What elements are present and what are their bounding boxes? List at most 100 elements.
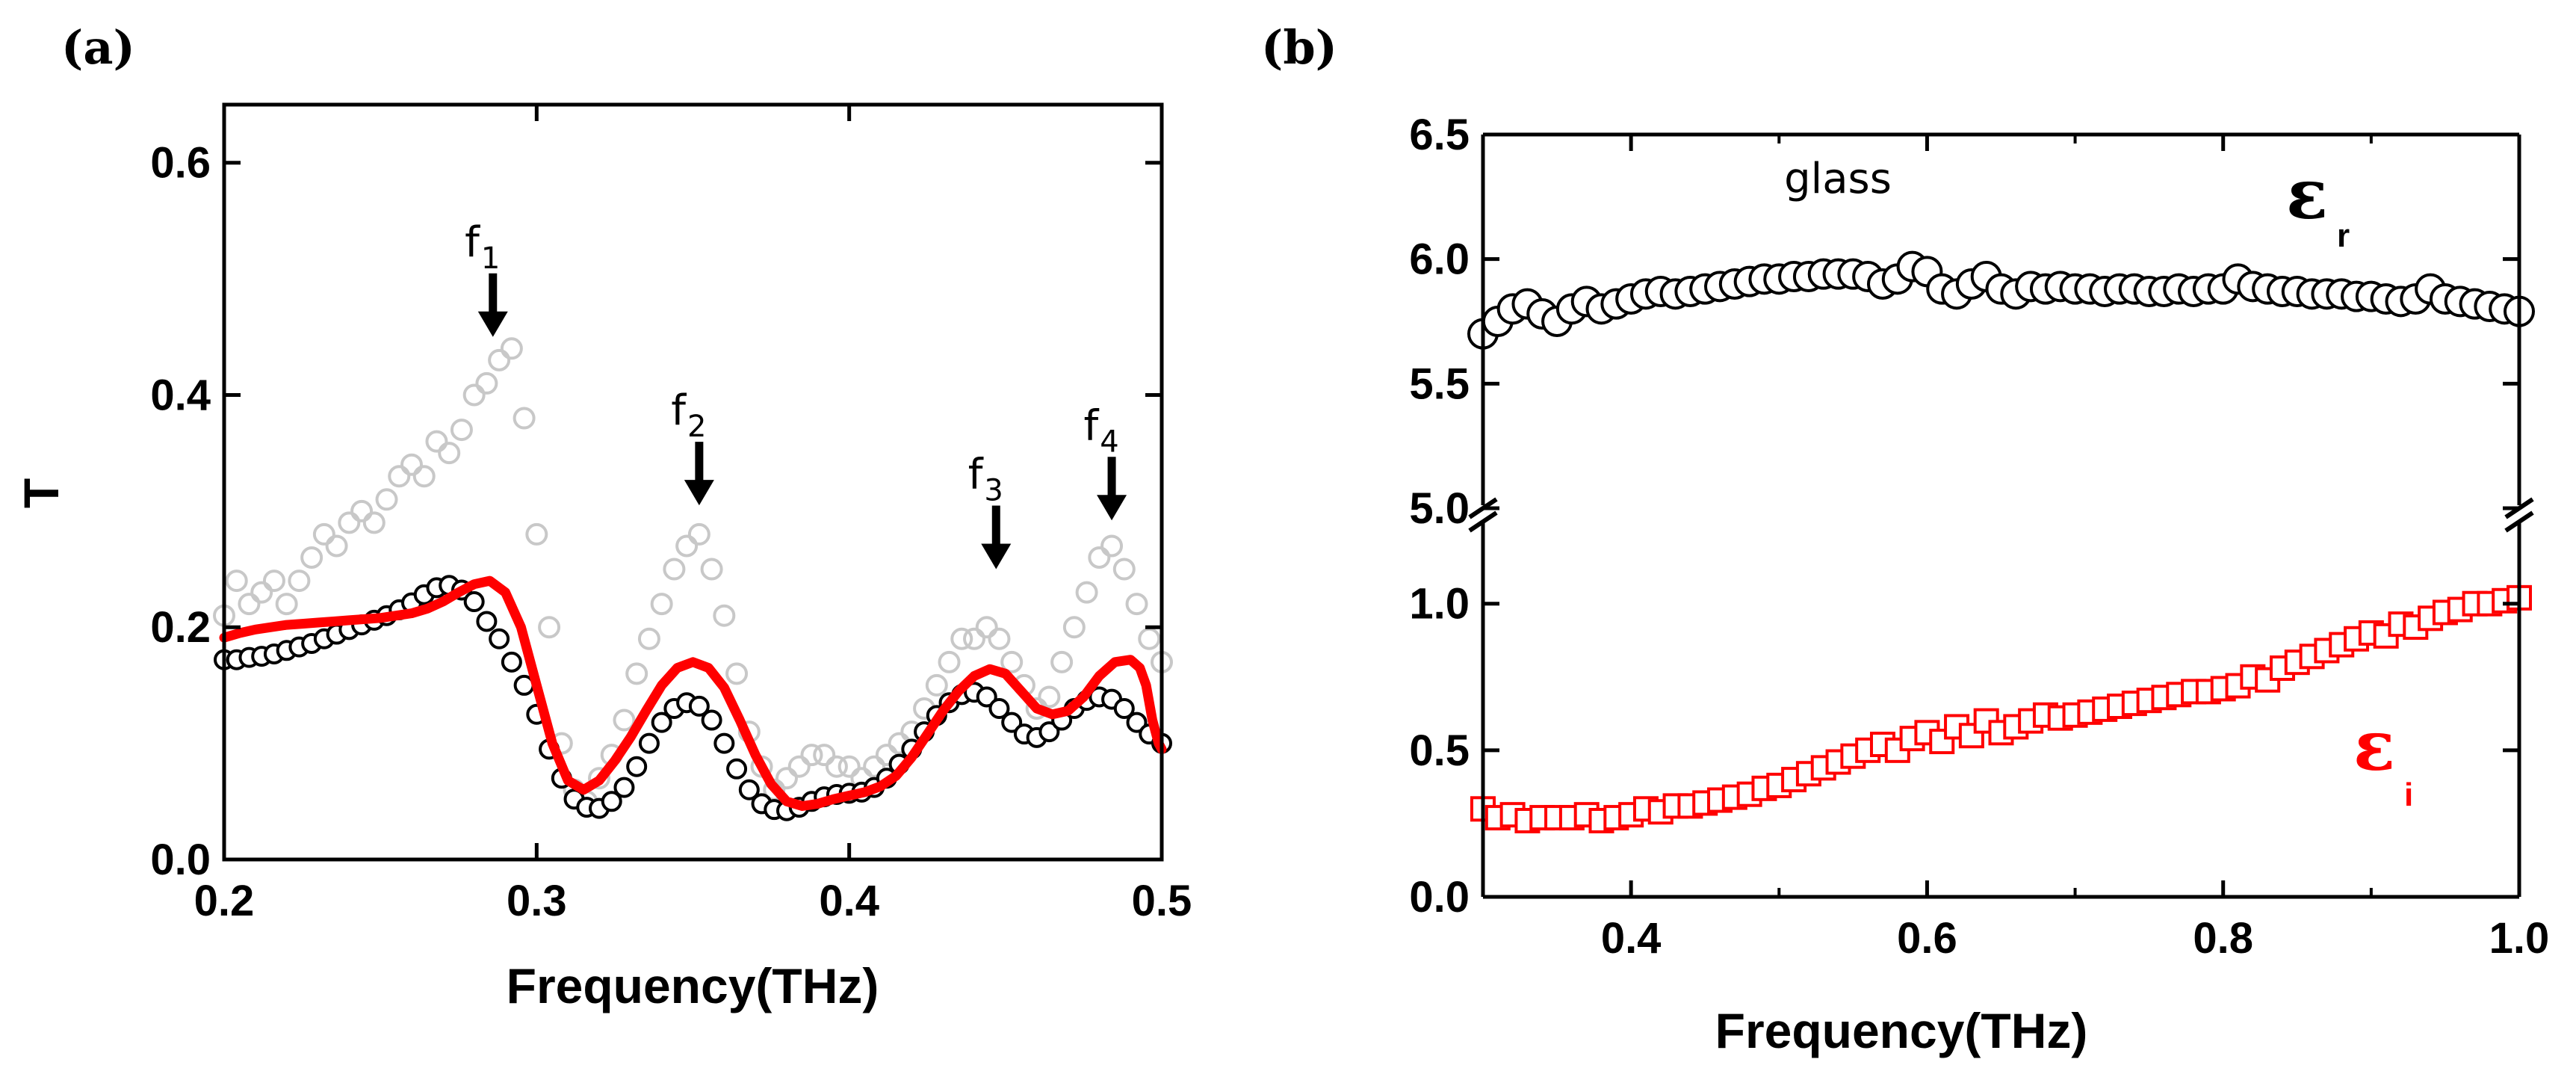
panel-b: (b) 0.4 0.6 0.8 1.0 5.0 5.5 6.0 6.5 0.0 0.5 1.0 gl… <box>1261 20 2549 1058</box>
grey-data-point <box>225 570 248 593</box>
annotation-label: f3 <box>968 451 1003 508</box>
panel-b-ticks: 0.4 0.6 0.8 1.0 5.0 5.5 6.0 6.5 0.0 0.5 1.0 <box>1409 111 2549 963</box>
panel-b-lower-y-tick-label: 0.0 <box>1409 873 1470 922</box>
grey-data-point <box>663 558 686 581</box>
grey-data-point <box>412 465 436 488</box>
grey-data-point <box>312 522 335 546</box>
grey-data-point <box>250 581 273 604</box>
black-data-point <box>738 779 760 800</box>
grey-data-point <box>625 662 648 685</box>
black-data-point <box>1113 698 1135 719</box>
grey-data-point <box>1062 616 1086 639</box>
grey-data-point <box>475 371 498 395</box>
grey-data-point <box>837 755 861 778</box>
grey-data-point <box>462 383 486 407</box>
black-data-point <box>1001 712 1023 733</box>
annotation-label: f4 <box>1083 401 1118 459</box>
glass-label: glass <box>1784 155 1892 203</box>
grey-data-point <box>1100 534 1124 558</box>
grey-data-point <box>1088 546 1111 569</box>
panel-a-y-axis-title: T <box>13 478 69 508</box>
annotation-label: f1 <box>465 218 500 276</box>
annotation-subscript: 4 <box>1100 425 1118 459</box>
panel-a-ticks: 0.2 0.3 0.4 0.50.00.20.40.6 <box>150 105 1192 925</box>
down-arrow-icon <box>1097 495 1127 521</box>
black-data-point <box>976 686 997 708</box>
grey-data-point <box>675 534 699 558</box>
annotation-f3: f3 <box>968 451 1012 570</box>
down-arrow-icon <box>981 543 1012 570</box>
panel-b-x-tick-label: 0.8 <box>2193 914 2253 963</box>
panel-a-y-tick-label: 0.2 <box>150 603 211 652</box>
panel-a-x-tick-label: 0.3 <box>507 877 567 925</box>
epsilon-i-label: εi <box>2353 706 2413 813</box>
panel-b-lower-y-tick-label: 1.0 <box>1409 580 1470 629</box>
black-data-point <box>489 628 510 649</box>
grey-data-point <box>725 662 749 685</box>
epsilon-i-subscript: i <box>2404 777 2413 813</box>
panel-a-y-tick-label: 0.0 <box>150 836 211 884</box>
grey-data-point <box>650 593 673 616</box>
panel-b-x-axis-title: Frequency(THz) <box>1715 1003 2088 1058</box>
epsilon-r-subscript: r <box>2337 217 2350 254</box>
grey-data-point <box>613 709 636 732</box>
annotation-subscript: 1 <box>481 241 500 276</box>
panel-label-a: (a) <box>61 20 135 75</box>
grey-data-point <box>488 348 511 371</box>
grey-data-point <box>775 767 798 790</box>
black-data-point <box>613 777 635 798</box>
grey-data-point <box>538 616 561 639</box>
grey-data-point <box>988 627 1011 650</box>
grey-data-point <box>450 419 473 442</box>
grey-data-point <box>1075 581 1098 604</box>
grey-data-point <box>950 627 973 650</box>
panel-a-x-axis-title: Frequency(THz) <box>507 958 879 1013</box>
grey-data-point <box>925 673 948 697</box>
panel-b-plot-area <box>1467 250 2535 833</box>
axis-break-mark <box>1468 510 1498 533</box>
annotation-letter: f <box>465 218 480 267</box>
annotation-subscript: 3 <box>984 474 1003 508</box>
axis-break-mark <box>2504 510 2534 533</box>
annotation-label: f2 <box>671 386 706 444</box>
grey-data-point <box>588 767 610 790</box>
grey-data-point <box>300 546 323 569</box>
grey-data-point <box>513 407 536 430</box>
black-data-point <box>501 651 522 673</box>
panel-b-upper-y-tick-label: 6.0 <box>1409 235 1470 284</box>
grey-data-point <box>275 593 298 616</box>
grey-data-point <box>813 744 836 767</box>
annotation-f1: f1 <box>465 218 508 337</box>
annotation-f2: f2 <box>671 386 714 506</box>
black-data-point <box>463 591 485 613</box>
black-data-point <box>1038 721 1060 743</box>
black-data-point <box>701 709 722 731</box>
grey-data-point <box>787 755 811 778</box>
grey-data-point <box>1038 685 1061 709</box>
grey-data-point <box>1000 650 1024 673</box>
annotation-letter: f <box>671 386 687 435</box>
grey-data-point <box>238 593 261 616</box>
grey-data-point <box>1125 593 1148 616</box>
grey-data-point <box>425 430 448 453</box>
grey-data-point <box>362 511 386 534</box>
panel-b-frame <box>1468 132 2534 899</box>
panel-label-b: (b) <box>1261 20 1337 75</box>
annotation-letter: f <box>968 451 984 499</box>
epsilon-r-symbol: ε <box>2286 154 2328 235</box>
panel-b-x-tick-label: 0.6 <box>1897 914 1957 963</box>
black-data-point <box>713 732 735 754</box>
black-data-point <box>726 758 748 780</box>
grey-data-point <box>687 522 710 546</box>
panel-b-upper-y-tick-label: 5.0 <box>1409 484 1470 533</box>
annotation-letter: f <box>1083 401 1099 450</box>
panel-a-plot-area <box>213 337 1173 821</box>
black-data-point <box>476 611 498 632</box>
panel-a-x-tick-label: 0.5 <box>1132 877 1192 925</box>
grey-data-point <box>388 465 411 488</box>
annotation-f4: f4 <box>1083 401 1127 521</box>
black-data-point <box>688 695 710 717</box>
